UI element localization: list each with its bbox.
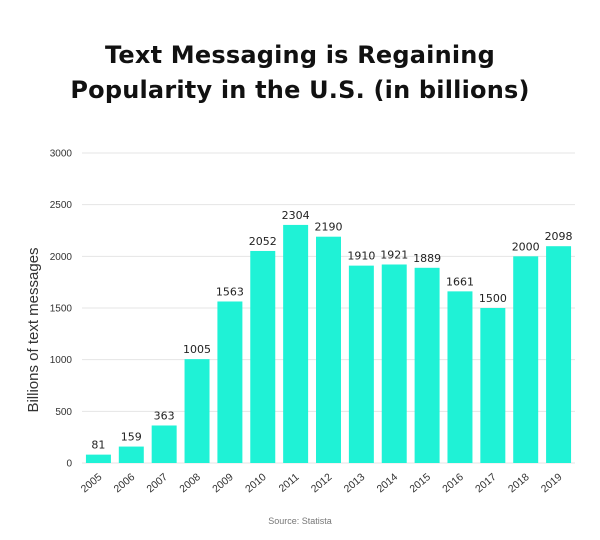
bar-2017 [480,308,506,463]
bar-2012 [316,236,341,463]
x-tick-label-2015: 2015 [407,471,433,495]
y-axis-ticks: 0 500 1000 1500 2000 2500 3000 [50,149,73,470]
bar-2006 [118,446,144,463]
x-tick-label-2009: 2009 [210,471,236,495]
y-tick-label: 3000 [50,149,73,160]
bar-2015 [414,267,440,463]
data-label-2008: 1005 [183,343,211,356]
y-tick-label: 2000 [50,252,73,263]
bar-2005 [85,454,111,463]
x-axis-ticks: 2005 2006 2007 2008 2009 2010 2011 2012 2013 2014… [79,471,565,495]
x-tick-label-2012: 2012 [309,471,335,495]
x-tick-label-2007: 2007 [144,471,170,495]
y-tick-label: 2500 [50,200,73,211]
x-tick-label-2006: 2006 [112,471,138,495]
x-tick-label-2016: 2016 [440,471,466,495]
x-tick-label-2005: 2005 [79,471,105,495]
bar-2014 [381,264,407,463]
bar-2007 [151,425,177,463]
data-label-2010: 2052 [249,235,277,248]
x-tick-label-2008: 2008 [177,471,203,495]
data-label-2016: 1661 [446,275,474,288]
chart-title-line-1: Text Messaging is Regaining [105,41,495,69]
data-label-2012: 2190 [315,221,343,234]
bars [85,224,572,463]
source-note: Source: Statista [268,516,332,526]
x-tick-label-2018: 2018 [506,471,532,495]
bar-2019 [546,246,572,463]
data-label-2019: 2098 [545,230,573,243]
y-tick-label: 1000 [50,355,73,366]
bar-2009 [217,301,243,463]
x-tick-label-2013: 2013 [342,471,368,495]
data-label-2015: 1889 [413,252,441,265]
x-tick-label-2010: 2010 [243,471,269,495]
y-tick-label: 500 [55,407,72,418]
bar-2018 [513,256,539,463]
bar-2013 [348,265,374,463]
data-label-2011: 2304 [282,209,310,222]
data-label-2014: 1921 [380,248,408,261]
data-label-2006: 159 [121,431,142,444]
x-tick-label-2017: 2017 [473,471,499,495]
data-label-2007: 363 [154,409,175,422]
data-label-2005: 81 [91,439,105,452]
x-tick-label-2011: 2011 [277,471,302,495]
y-tick-label: 1500 [50,304,73,315]
y-tick-label: 0 [66,459,72,470]
data-label-2017: 1500 [479,292,507,305]
x-tick-label-2014: 2014 [375,471,401,495]
x-tick-label-2019: 2019 [539,471,565,495]
bar-2008 [184,359,210,463]
data-labels: 81 159 363 1005 1563 2052 2304 2190 1910 1921 1889… [91,209,572,452]
data-label-2018: 2000 [512,240,540,253]
y-axis-label: Billions of text messages [25,247,42,412]
chart-title-line-2: Popularity in the U.S. (in billions) [70,76,530,104]
bar-2016 [447,291,473,463]
bar-2011 [283,224,309,463]
data-label-2009: 1563 [216,285,244,298]
data-label-2013: 1910 [347,250,375,263]
bar-2010 [250,250,276,463]
